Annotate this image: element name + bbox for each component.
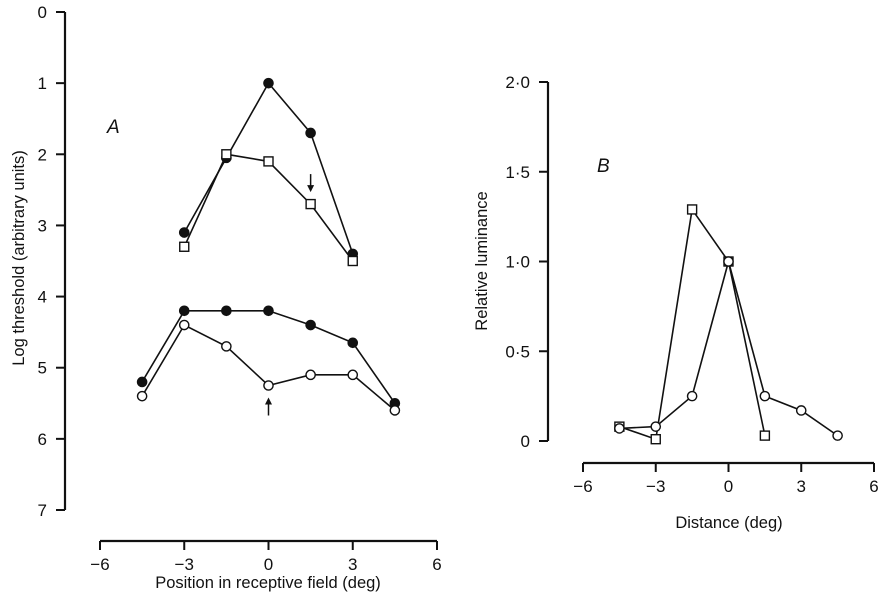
y-tick-label: 5 <box>38 359 47 378</box>
data-point-open-circle <box>650 421 662 432</box>
up-arrow-annotation <box>265 397 272 416</box>
panel-a-x-label: Position in receptive field (deg) <box>155 574 381 592</box>
panel-b: 0 0·5 1·0 1·5 2·0 −6 −3 0 3 6 Distance (deg) Rel… <box>473 73 879 532</box>
data-point-filled-circle <box>178 227 190 238</box>
data-point-filled-circle <box>136 376 148 388</box>
x-tick-label: 3 <box>348 555 357 574</box>
data-point-open-circle <box>614 423 625 434</box>
panel-a-letter: A <box>106 117 120 138</box>
x-tick-label: 6 <box>869 477 878 496</box>
down-arrow-annotation <box>307 174 315 193</box>
data-point-square <box>263 156 274 167</box>
data-point-filled-circle <box>263 305 274 317</box>
panel-b-y-label: Relative luminance <box>473 191 491 330</box>
y-tick-label: 0 <box>521 432 530 451</box>
y-tick-label: 1 <box>38 74 47 93</box>
data-point-open-circle <box>759 390 771 402</box>
y-tick-label: 0·5 <box>505 342 530 361</box>
series-2 <box>136 305 401 409</box>
data-point-open-circle <box>832 430 843 441</box>
data-point-square <box>221 149 232 160</box>
data-point-open-circle <box>178 319 190 331</box>
y-tick-label: 1·0 <box>505 253 530 272</box>
data-point-open-circle <box>795 405 807 416</box>
data-point-square <box>347 255 358 267</box>
series-3 <box>136 319 401 416</box>
panel-b-series <box>614 204 843 445</box>
series-0 <box>178 77 359 260</box>
y-tick-label: 6 <box>38 430 47 449</box>
panel-b-y-ticks: 0 0·5 1·0 1·5 2·0 <box>505 73 548 451</box>
panel-a-series <box>136 77 401 416</box>
data-point-filled-circle <box>347 337 359 349</box>
x-tick-label: −6 <box>90 555 109 574</box>
x-tick-label: −3 <box>646 477 665 496</box>
panel-a: 0 1 2 3 4 5 6 7 −6 −3 0 3 6 Position in receptive f… <box>10 3 442 592</box>
data-point-open-circle <box>389 405 401 416</box>
data-point-square <box>305 198 316 210</box>
x-tick-label: 6 <box>432 555 441 574</box>
y-tick-label: 7 <box>38 501 47 520</box>
data-point-square <box>686 204 698 215</box>
y-tick-label: 0 <box>38 3 47 22</box>
x-tick-label: −6 <box>573 477 592 496</box>
data-point-filled-circle <box>221 305 232 317</box>
y-tick-label: 3 <box>38 216 47 235</box>
data-point-open-circle <box>347 369 359 381</box>
panel-a-x-ticks: −6 −3 0 3 6 <box>90 541 442 574</box>
data-point-square <box>759 430 771 441</box>
data-point-square <box>179 241 190 252</box>
data-point-open-circle <box>723 256 734 267</box>
panel-a-y-ticks: 0 1 2 3 4 5 6 7 <box>38 3 65 520</box>
panel-b-x-ticks: −6 −3 0 3 6 <box>573 463 879 496</box>
series-1 <box>614 256 843 441</box>
data-point-open-circle <box>686 390 698 402</box>
x-tick-label: −3 <box>175 555 194 574</box>
y-tick-label: 4 <box>38 288 47 307</box>
x-tick-label: 3 <box>797 477 806 496</box>
data-point-filled-circle <box>263 77 274 89</box>
data-point-open-circle <box>221 341 232 352</box>
y-tick-label: 2·0 <box>505 73 530 92</box>
data-point-open-circle <box>305 369 316 381</box>
panel-b-x-label: Distance (deg) <box>675 514 782 532</box>
data-point-filled-circle <box>305 127 316 139</box>
panel-a-y-label: Log threshold (arbitrary units) <box>10 150 28 366</box>
y-tick-label: 2 <box>38 145 47 164</box>
series-1 <box>179 149 358 267</box>
data-point-filled-circle <box>305 319 316 331</box>
data-point-open-circle <box>263 380 274 391</box>
series-0-line <box>183 81 354 255</box>
data-point-filled-circle <box>178 305 190 317</box>
x-tick-label: 0 <box>724 477 733 496</box>
panel-a-annotations <box>265 174 315 416</box>
panel-b-letter: B <box>597 156 610 177</box>
x-tick-label: 0 <box>264 555 273 574</box>
data-point-square <box>650 434 661 445</box>
data-point-open-circle <box>136 390 148 402</box>
series-0-line <box>619 207 766 441</box>
y-tick-label: 1·5 <box>505 163 530 182</box>
series-1-line <box>183 153 354 262</box>
